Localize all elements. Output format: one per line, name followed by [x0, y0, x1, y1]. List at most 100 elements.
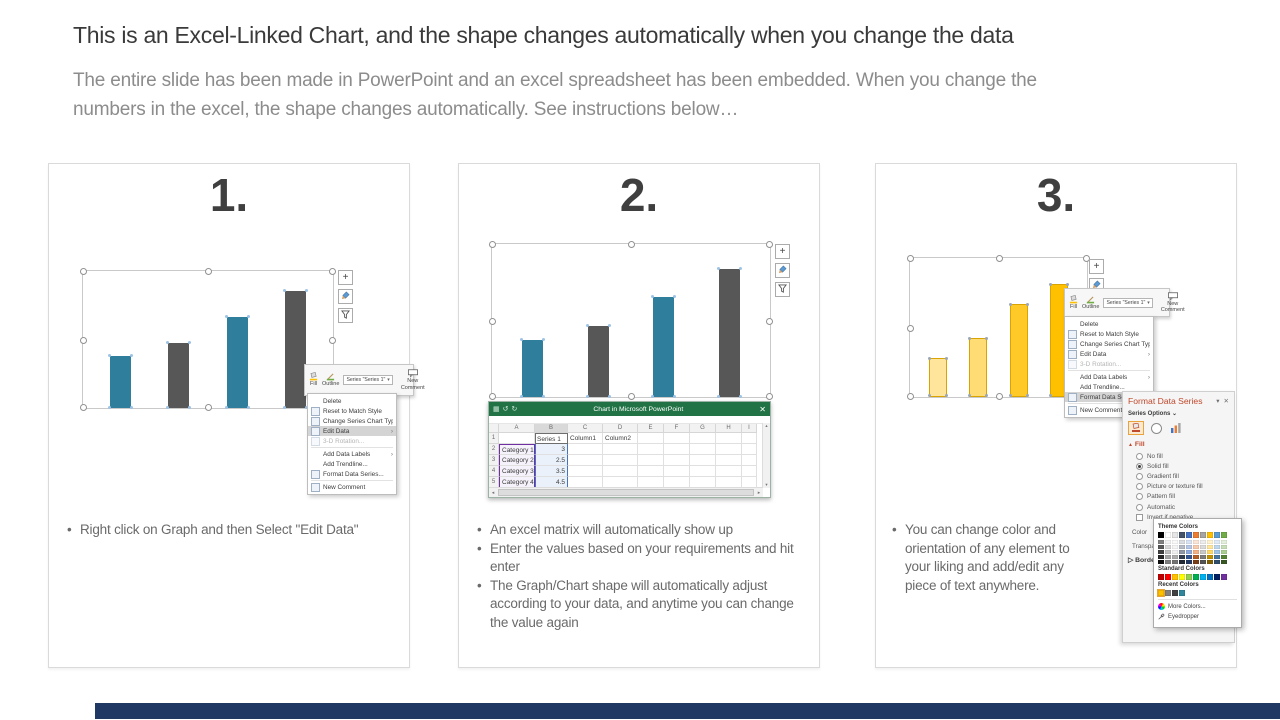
redo-icon[interactable]: ↻	[511, 405, 518, 413]
excel-cell[interactable]	[603, 466, 638, 477]
excel-cell[interactable]: Column2	[603, 433, 638, 444]
excel-cell[interactable]	[716, 466, 742, 477]
outline-button[interactable]: Outline	[1082, 295, 1099, 310]
bar-handle[interactable]	[166, 406, 170, 409]
color-swatch[interactable]	[1221, 545, 1227, 549]
selection-handle[interactable]	[766, 393, 773, 400]
chart-element-select[interactable]: Series "Series 1" ▾	[1103, 297, 1153, 308]
chart-element-select[interactable]: Series "Series 1" ▾	[343, 375, 393, 385]
excel-cell[interactable]: Category 1	[499, 444, 535, 455]
bar-handle[interactable]	[224, 315, 228, 318]
color-swatch[interactable]	[1193, 545, 1199, 549]
color-swatch[interactable]	[1179, 590, 1185, 596]
excel-row-header[interactable]: 3	[489, 455, 499, 466]
chart-elements-button[interactable]: +	[775, 244, 790, 259]
excel-cell[interactable]	[664, 455, 690, 466]
color-swatch[interactable]	[1207, 574, 1213, 580]
bar-handle[interactable]	[928, 357, 932, 360]
color-swatch[interactable]	[1158, 560, 1164, 564]
bar-handle[interactable]	[305, 289, 309, 292]
excel-column-header[interactable]: A	[499, 424, 535, 433]
bar-handle[interactable]	[985, 337, 989, 340]
color-swatch[interactable]	[1200, 560, 1206, 564]
bar-handle[interactable]	[1065, 283, 1069, 286]
chart-bar[interactable]	[968, 337, 989, 397]
color-swatch[interactable]	[1179, 555, 1185, 559]
color-swatch[interactable]	[1179, 532, 1185, 538]
bar-handle[interactable]	[246, 406, 250, 409]
color-swatch[interactable]	[1214, 560, 1220, 564]
bar-handle[interactable]	[1048, 283, 1052, 286]
bar-handle[interactable]	[651, 295, 655, 298]
menu-item[interactable]: Reset to Match Style	[308, 406, 396, 416]
color-swatch[interactable]	[1186, 545, 1192, 549]
color-swatch[interactable]	[1214, 555, 1220, 559]
excel-cell[interactable]	[742, 433, 757, 444]
bar-handle[interactable]	[188, 341, 192, 344]
color-swatch[interactable]	[1200, 550, 1206, 554]
new-comment-button[interactable]: New Comment	[401, 369, 425, 391]
color-swatch[interactable]	[1207, 560, 1213, 564]
bar-handle[interactable]	[542, 395, 546, 398]
color-swatch[interactable]	[1207, 545, 1213, 549]
excel-cell[interactable]: 3.5	[535, 466, 568, 477]
fill-option[interactable]: Automatic	[1123, 502, 1234, 512]
excel-cell[interactable]	[638, 433, 664, 444]
color-swatch[interactable]	[1172, 555, 1178, 559]
color-swatch[interactable]	[1172, 550, 1178, 554]
tab-fill-line[interactable]	[1128, 421, 1144, 435]
menu-item[interactable]: Edit Data ›	[1065, 349, 1153, 359]
color-swatch[interactable]	[1200, 574, 1206, 580]
excel-vertical-scrollbar[interactable]: ▴ ▾	[762, 423, 770, 488]
excel-cell[interactable]	[603, 455, 638, 466]
bar-handle[interactable]	[1025, 303, 1029, 306]
excel-cell[interactable]	[638, 455, 664, 466]
excel-cell[interactable]	[716, 444, 742, 455]
eyedropper-item[interactable]: Eyedropper	[1158, 613, 1237, 622]
chart-step1[interactable]	[80, 268, 336, 411]
color-swatch[interactable]	[1193, 550, 1199, 554]
selection-handle[interactable]	[329, 336, 336, 344]
color-swatch[interactable]	[1165, 540, 1171, 544]
excel-cell[interactable]	[742, 455, 757, 466]
color-swatch[interactable]	[1172, 590, 1178, 596]
selection-handle[interactable]	[995, 393, 1003, 400]
selection-handle[interactable]	[80, 404, 87, 411]
chart-filters-button[interactable]	[775, 282, 790, 297]
bar-handle[interactable]	[107, 406, 111, 409]
excel-column-header[interactable]: D	[603, 424, 638, 433]
border-section-header[interactable]: ▷ Border	[1123, 552, 1234, 568]
excel-column-header[interactable]: C	[568, 424, 603, 433]
tab-effects[interactable]	[1151, 422, 1162, 434]
scroll-down-icon[interactable]: ▾	[765, 482, 768, 487]
selection-handle[interactable]	[628, 393, 635, 400]
selection-handle[interactable]	[80, 268, 87, 275]
new-comment-button[interactable]: New Comment	[1161, 292, 1185, 313]
selection-handle[interactable]	[489, 393, 496, 400]
color-swatch[interactable]	[1165, 590, 1171, 596]
excel-cell[interactable]	[568, 444, 603, 455]
selection-handle[interactable]	[1083, 255, 1090, 262]
color-swatch[interactable]	[1207, 550, 1213, 554]
bar-handle[interactable]	[224, 406, 228, 409]
bar-handle[interactable]	[246, 315, 250, 318]
chart-bar[interactable]	[224, 315, 250, 409]
excel-column-header[interactable]: I	[742, 424, 757, 433]
selection-handle[interactable]	[907, 255, 914, 262]
fill-option[interactable]: No fill	[1123, 451, 1234, 461]
color-swatch[interactable]	[1165, 555, 1171, 559]
color-swatch[interactable]	[1165, 574, 1171, 580]
selection-handle[interactable]	[489, 317, 496, 325]
chart-styles-button[interactable]	[338, 289, 353, 304]
menu-item[interactable]: Format Data Series...	[1065, 392, 1153, 402]
bar-handle[interactable]	[129, 406, 133, 409]
scroll-left-icon[interactable]: ◂	[491, 489, 495, 496]
bar-handle[interactable]	[520, 338, 524, 341]
bar-handle[interactable]	[542, 338, 546, 341]
panel-close-icon[interactable]: ✕	[1223, 398, 1229, 405]
color-swatch[interactable]	[1172, 574, 1178, 580]
selection-handle[interactable]	[489, 241, 496, 248]
color-swatch[interactable]	[1200, 555, 1206, 559]
selection-handle[interactable]	[766, 241, 773, 248]
tab-series-options[interactable]	[1169, 422, 1183, 434]
